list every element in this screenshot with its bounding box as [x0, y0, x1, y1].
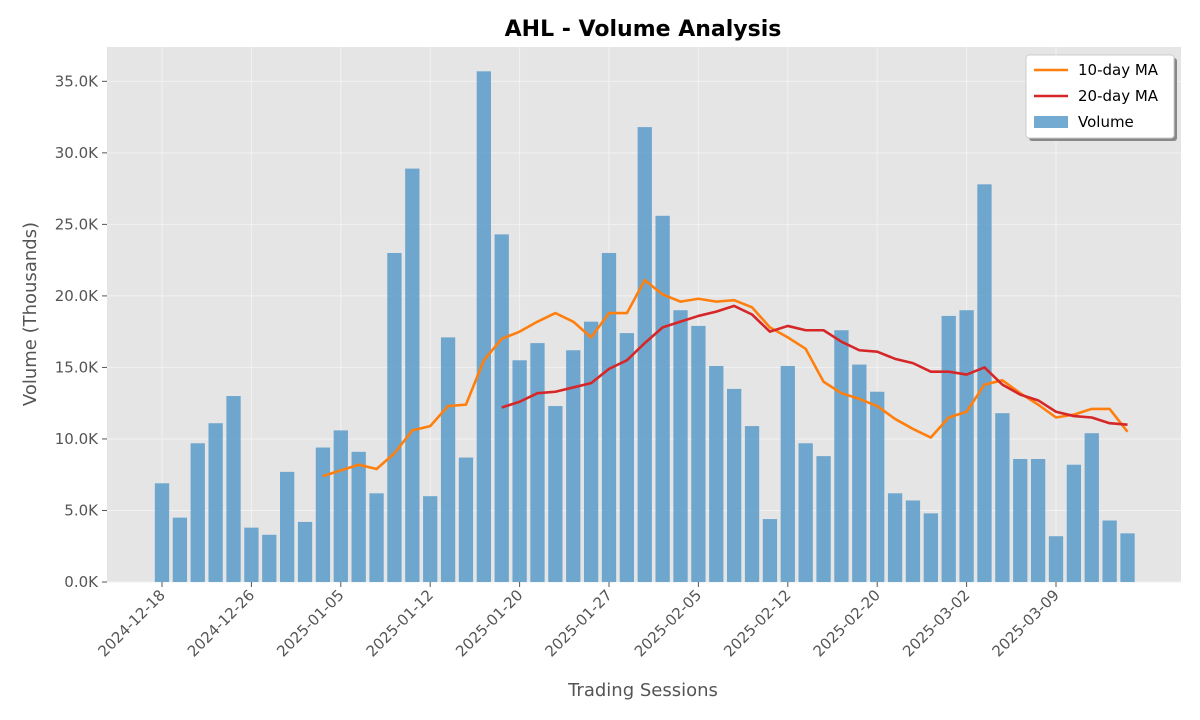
x-tick-label: 2025-02-12	[720, 586, 794, 660]
x-tick-label: 2025-02-20	[810, 586, 884, 660]
volume-bar	[405, 168, 420, 582]
x-tick-label: 2025-01-05	[273, 586, 347, 660]
y-tick-label: 25.0K	[55, 215, 99, 233]
volume-bar	[995, 413, 1010, 582]
volume-bar	[583, 321, 599, 582]
volume-bar	[619, 333, 635, 582]
volume-bar	[1102, 520, 1117, 582]
volume-bars	[154, 71, 1135, 583]
volume-bar	[190, 443, 205, 582]
x-tick-label: 2025-02-05	[631, 586, 705, 660]
volume-bar	[566, 350, 581, 582]
y-tick-label: 5.0K	[64, 501, 99, 519]
volume-bar	[172, 517, 188, 582]
moving-average-lines	[322, 278, 1129, 478]
volume-bar	[1066, 464, 1082, 582]
volume-bar	[315, 447, 331, 582]
volume-bar	[673, 310, 688, 582]
volume-bar	[977, 184, 992, 582]
volume-bar	[816, 456, 831, 582]
volume-bar	[280, 471, 295, 582]
y-tick-label: 10.0K	[55, 430, 99, 448]
volume-bar	[244, 527, 259, 582]
x-tick-label: 2025-01-20	[452, 586, 526, 660]
volume-bar	[959, 310, 974, 582]
y-axis-label: Volume (Thousands)	[20, 222, 41, 406]
legend-label-20-day-ma: 20-day MA	[1078, 87, 1159, 105]
volume-bar	[208, 423, 223, 582]
x-tick-label: 2025-01-12	[363, 586, 437, 660]
volume-bar	[530, 343, 545, 582]
legend: 10-day MA 20-day MA Volume	[1025, 54, 1177, 141]
volume-bar	[905, 500, 921, 582]
volume-bar	[154, 483, 170, 582]
volume-bar	[780, 365, 795, 582]
volume-bar	[297, 521, 313, 582]
y-tick-label: 30.0K	[55, 144, 99, 162]
volume-bar	[744, 426, 760, 582]
volume-bar	[423, 496, 438, 582]
volume-bar	[512, 360, 527, 582]
y-tick-label: 35.0K	[55, 72, 99, 90]
volume-bar	[387, 252, 402, 582]
volume-bar	[691, 325, 706, 582]
x-tick-label: 2024-12-26	[184, 586, 258, 660]
x-axis-label: Trading Sessions	[567, 680, 718, 701]
legend-label-volume: Volume	[1078, 113, 1134, 131]
volume-bar	[369, 493, 384, 582]
volume-bar	[1084, 433, 1099, 582]
volume-bar	[709, 365, 724, 582]
volume-bar	[852, 364, 867, 582]
volume-bar	[351, 451, 366, 582]
volume-bar	[941, 315, 956, 582]
20-day-ma-line	[501, 304, 1128, 426]
y-tick-label: 15.0K	[55, 358, 99, 376]
volume-bar	[440, 337, 456, 582]
volume-bar	[798, 443, 813, 582]
volume-bar	[727, 388, 742, 582]
volume-bar	[887, 493, 903, 582]
volume-bar	[834, 330, 849, 582]
chart-title: AHL - Volume Analysis	[505, 17, 782, 42]
volume-bar	[262, 534, 277, 582]
volume-bar	[458, 457, 474, 582]
volume-bar	[333, 430, 348, 582]
y-axis-ticks: 0.0K 5.0K 10.0K 15.0K 20.0K 25.0K 30.0K 35.0K	[55, 72, 107, 591]
volume-bar	[548, 406, 563, 582]
volume-bar	[923, 513, 938, 582]
volume-bar	[1030, 458, 1046, 582]
volume-bar	[226, 396, 241, 582]
legend-swatch-volume	[1034, 116, 1068, 128]
volume-bar	[637, 127, 652, 583]
volume-bar	[870, 391, 885, 582]
volume-bar	[1048, 536, 1064, 582]
x-tick-label: 2025-01-27	[541, 586, 615, 660]
volume-bar	[1120, 533, 1135, 582]
x-axis-ticks: 2024-12-18 2024-12-26 2025-01-05 2025-01-12…	[94, 582, 1063, 660]
volume-bar	[655, 215, 670, 582]
volume-bar	[1013, 458, 1028, 582]
legend-label-10-day-ma: 10-day MA	[1078, 61, 1159, 79]
volume-bar	[476, 71, 491, 583]
x-tick-label: 2025-03-02	[899, 586, 973, 660]
volume-bar	[494, 234, 509, 582]
y-tick-label: 0.0K	[64, 573, 99, 591]
volume-bar	[762, 519, 778, 582]
y-tick-label: 20.0K	[55, 287, 99, 305]
volume-bar	[601, 252, 617, 582]
10-day-ma-line	[322, 278, 1129, 478]
x-tick-label: 2025-03-09	[988, 586, 1062, 660]
x-tick-label: 2024-12-18	[94, 586, 168, 660]
